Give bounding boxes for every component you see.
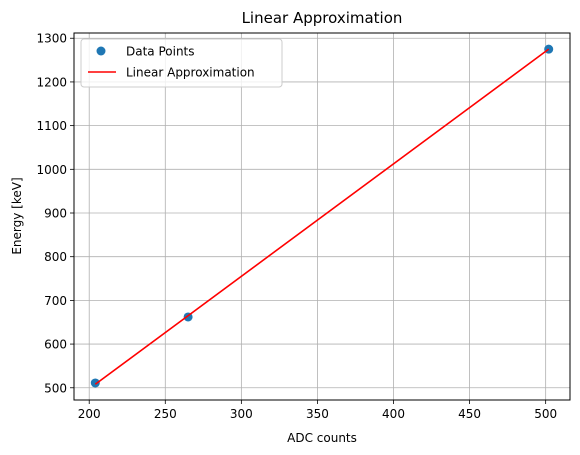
grid	[74, 33, 570, 400]
y-tick-label: 800	[44, 250, 67, 264]
y-tick-label: 600	[44, 338, 67, 352]
y-tick-label: 900	[44, 207, 67, 221]
y-axis-ticks: 500 600 700 800 900 1000 1100 1200 1300	[36, 32, 74, 395]
legend-marker-data-points	[96, 46, 106, 56]
x-axis-ticks: 200 250 300 350 400 450 500	[78, 400, 557, 421]
y-tick-label: 1100	[36, 119, 67, 133]
linear-approximation-line	[94, 48, 550, 385]
chart-title: Linear Approximation	[242, 9, 403, 27]
x-tick-label: 350	[306, 407, 329, 421]
plot-series	[90, 44, 554, 388]
legend-box	[80, 38, 283, 88]
y-tick-label: 1200	[36, 75, 67, 89]
x-tick-label: 300	[230, 407, 253, 421]
y-tick-label: 700	[44, 294, 67, 308]
x-tick-label: 250	[154, 407, 177, 421]
y-tick-label: 500	[44, 381, 67, 395]
x-axis-label: ADC counts	[287, 431, 357, 445]
legend-label-data-points: Data Points	[126, 45, 195, 59]
x-tick-label: 400	[382, 407, 405, 421]
plot-frame	[73, 32, 571, 401]
y-tick-label: 1300	[36, 32, 67, 46]
x-tick-label: 450	[458, 407, 481, 421]
y-tick-label: 1000	[36, 163, 67, 177]
legend: Data Points Linear Approximation	[80, 38, 283, 88]
x-tick-label: 500	[534, 407, 557, 421]
x-tick-label: 200	[78, 407, 101, 421]
y-axis-label: Energy [keV]	[10, 177, 24, 254]
data-point	[90, 378, 100, 388]
legend-label-linear-approximation: Linear Approximation	[126, 66, 255, 80]
